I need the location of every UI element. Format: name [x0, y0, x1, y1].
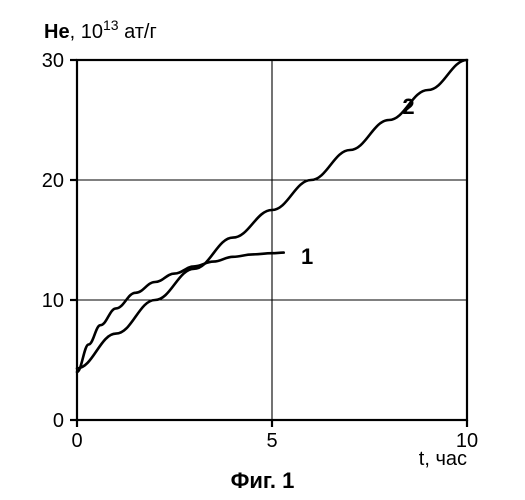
series-label-2: 2: [402, 94, 414, 119]
y-tick-label: 20: [42, 170, 64, 192]
x-tick-label: 5: [266, 430, 277, 452]
series-label-1: 1: [301, 244, 313, 269]
y-tick-label: 10: [42, 290, 64, 312]
x-tick-label: 0: [71, 430, 82, 452]
y-axis-title: He, 1013 ат/г: [44, 17, 157, 43]
chart-container: 0510010203012He, 1013 ат/гt, часФиг. 1: [0, 0, 525, 500]
chart-svg: 0510010203012He, 1013 ат/гt, часФиг. 1: [0, 0, 525, 500]
y-tick-label: 30: [42, 50, 64, 72]
y-tick-label: 0: [53, 410, 64, 432]
figure-caption: Фиг. 1: [231, 468, 295, 493]
x-axis-title: t, час: [419, 448, 467, 470]
